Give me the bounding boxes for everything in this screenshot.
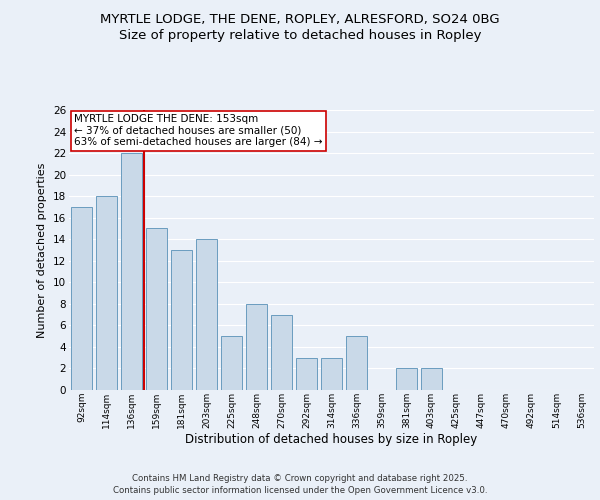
Bar [246, 304, 267, 390]
Bar [171, 250, 192, 390]
Bar [346, 336, 367, 390]
X-axis label: Distribution of detached houses by size in Ropley: Distribution of detached houses by size … [185, 434, 478, 446]
Bar [321, 358, 342, 390]
Bar [146, 228, 167, 390]
Bar [421, 368, 442, 390]
Bar [296, 358, 317, 390]
Y-axis label: Number of detached properties: Number of detached properties [37, 162, 47, 338]
Bar [71, 207, 92, 390]
Text: Size of property relative to detached houses in Ropley: Size of property relative to detached ho… [119, 29, 481, 42]
Bar [396, 368, 417, 390]
Text: Contains HM Land Registry data © Crown copyright and database right 2025.
Contai: Contains HM Land Registry data © Crown c… [113, 474, 487, 495]
Bar [121, 153, 142, 390]
Bar [96, 196, 117, 390]
Text: MYRTLE LODGE, THE DENE, ROPLEY, ALRESFORD, SO24 0BG: MYRTLE LODGE, THE DENE, ROPLEY, ALRESFOR… [100, 12, 500, 26]
Bar [196, 239, 217, 390]
Bar [221, 336, 242, 390]
Text: MYRTLE LODGE THE DENE: 153sqm
← 37% of detached houses are smaller (50)
63% of s: MYRTLE LODGE THE DENE: 153sqm ← 37% of d… [74, 114, 323, 148]
Bar [271, 314, 292, 390]
